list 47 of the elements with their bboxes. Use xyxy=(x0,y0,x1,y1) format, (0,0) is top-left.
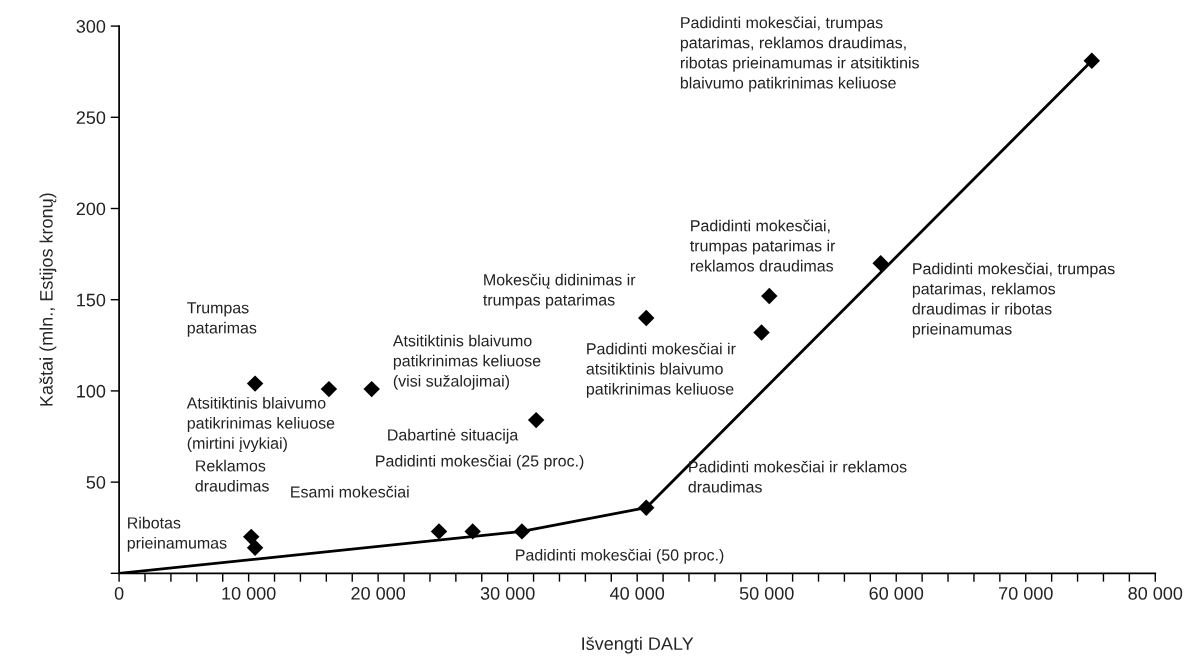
x-axis-title: Išvengti DALY xyxy=(582,636,694,654)
x-tick-label: 20 000 xyxy=(351,587,406,600)
x-tick-label: 50 000 xyxy=(739,587,794,600)
annotation: Padidinti mokesčiai, trumpas patarimas ir reklamos draudimas xyxy=(690,219,836,272)
y-tick-label: 150 xyxy=(77,293,106,307)
x-tick-label: 70 000 xyxy=(999,587,1053,600)
annotation: Trumpas patarimas xyxy=(187,302,257,337)
point xyxy=(246,375,264,392)
point xyxy=(513,523,531,540)
point xyxy=(527,411,545,429)
y-tick-label: 300 xyxy=(76,20,106,33)
x-tick-label: 10 000 xyxy=(222,587,276,600)
x-tick-label: 30 000 xyxy=(480,587,535,600)
annotation: Padidinti mokesčiai ir reklamos draudimas xyxy=(688,460,907,493)
x-tick-label: 80 000 xyxy=(1128,587,1183,600)
point xyxy=(464,523,481,540)
x-tick-label: 0 xyxy=(114,587,124,600)
annotation: Padidinti mokesčiai ir atsitiktinis blaivumo patikrinimas keliuose xyxy=(586,342,736,398)
y-tick-label: 100 xyxy=(77,384,106,398)
point xyxy=(872,255,889,272)
annotation: Reklamos draudimas xyxy=(195,459,269,492)
point xyxy=(1083,52,1101,69)
annotation: Mokesčių didinimas ir trumpas patarimas xyxy=(483,273,636,309)
annotation: Padidinti mokesčiai (25 proc.) xyxy=(376,454,584,470)
point xyxy=(242,528,260,546)
y-tick-label: 250 xyxy=(76,111,106,125)
annotation: Padidinti mokesčiai (50 proc.) xyxy=(516,548,724,564)
point xyxy=(430,523,448,540)
x-tick-label: 60 000 xyxy=(869,587,924,600)
point xyxy=(638,309,655,327)
annotation: Ribotas prieinamumas xyxy=(127,516,227,552)
y-tick-label: 200 xyxy=(76,202,106,216)
annotation: Dabartinė situacija xyxy=(388,428,519,444)
annotation: Atsitiktinis blaivumo patikrinimas keliuose (mirtini įvykiai) xyxy=(186,396,335,453)
y-axis-title: Kaštai (mln., Estijos kronų) xyxy=(39,193,57,406)
point xyxy=(246,539,264,557)
point xyxy=(320,380,338,398)
point xyxy=(761,287,778,305)
annotation: Padidinti mokesčiai, trumpas patarimas, reklamos draudimas ir ribotas prieinamumas xyxy=(912,262,1115,338)
annotation: Esami mokesčiai xyxy=(291,485,409,498)
y-tick-label: 50 xyxy=(86,476,106,489)
annotation: Atsitiktinis blaivumo patikrinimas keliuose (visi sužalojimai) xyxy=(392,334,541,390)
point xyxy=(363,380,380,398)
point xyxy=(753,324,770,341)
point xyxy=(638,499,655,516)
annotation: Padidinti mokesčiai, trumpas patarimas, reklamos draudimas, ribotas prieinamumas ir atsitiktinis blaivumo patikrinimas keliuose xyxy=(680,16,919,92)
x-tick-label: 40 000 xyxy=(609,587,665,600)
